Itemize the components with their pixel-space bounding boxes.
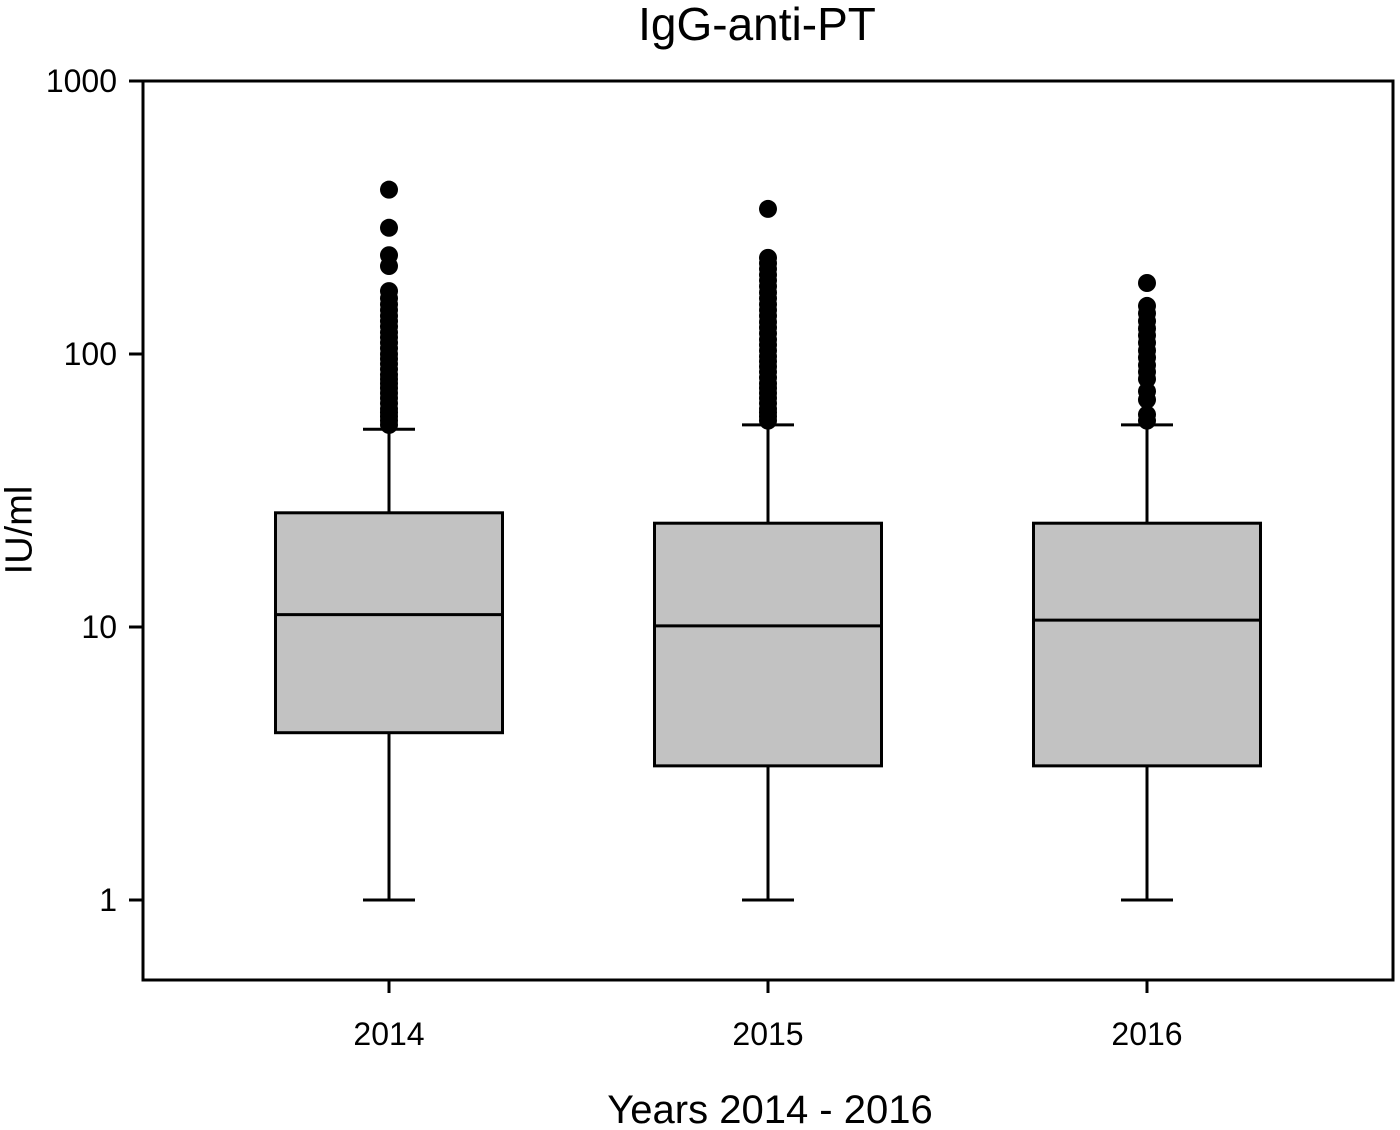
box-2014 — [274, 511, 504, 735]
box-2015 — [653, 521, 883, 768]
outlier-dot-2015 — [759, 411, 777, 430]
x-tick-label: 2014 — [353, 1016, 424, 1052]
x-axis-label: Years 2014 - 2016 — [607, 1088, 933, 1130]
x-tick-label: 2015 — [732, 1016, 803, 1052]
y-axis-label: IU/ml — [0, 485, 41, 575]
x-tick-label: 2016 — [1111, 1016, 1182, 1052]
outlier-dot-2016 — [1138, 369, 1156, 388]
outlier-dot-2016 — [1138, 411, 1156, 430]
outlier-dot-2014 — [380, 218, 398, 237]
outlier-dot-2016 — [1138, 390, 1156, 409]
outlier-dot-2015 — [759, 199, 777, 218]
outlier-dot-2016 — [1138, 274, 1156, 293]
outlier-dot-2014 — [380, 257, 398, 276]
outlier-dot-2014 — [380, 415, 398, 434]
box-2016 — [1032, 521, 1262, 768]
chart-title: IgG-anti-PT — [638, 0, 876, 50]
outlier-dot-2014 — [380, 180, 398, 199]
y-tick-label: 10 — [81, 609, 117, 645]
y-tick-label: 100 — [64, 336, 117, 372]
y-tick-label: 1 — [99, 882, 117, 918]
y-tick-label: 1000 — [46, 63, 117, 99]
